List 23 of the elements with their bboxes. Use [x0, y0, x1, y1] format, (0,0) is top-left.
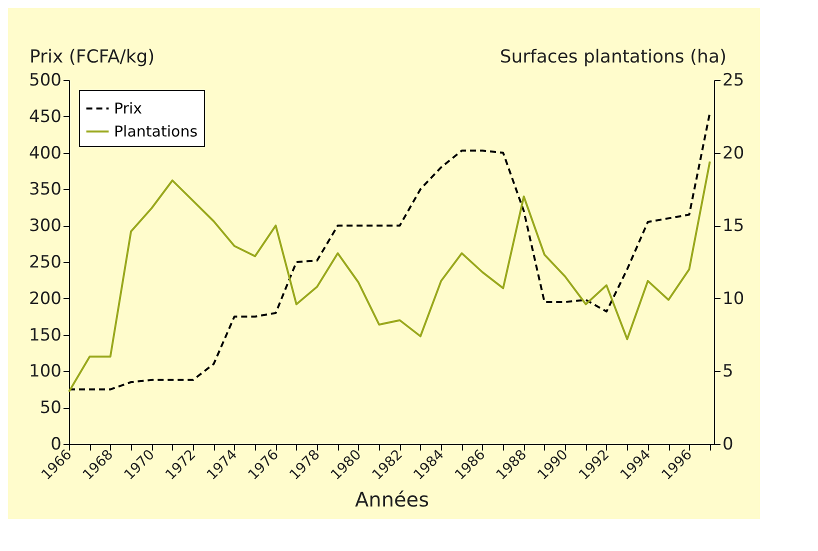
y2-axis-title: Surfaces plantations (ha): [500, 46, 726, 68]
y2-tick-label: 10: [722, 288, 744, 309]
y2-tick-label: 25: [722, 70, 744, 90]
y-tick-label: 50: [40, 398, 62, 418]
y-tick-label: 450: [29, 106, 62, 127]
y-tick-label: 200: [29, 288, 62, 309]
y-tick-label: 0: [50, 434, 62, 454]
y-tick-label: 300: [29, 216, 62, 236]
y-tick-label: 150: [29, 325, 62, 346]
y2-tick-label: 0: [722, 434, 734, 454]
y-tick-label: 400: [29, 143, 62, 164]
y-tick-label: 500: [29, 70, 62, 90]
line-series: [68, 160, 711, 393]
x-axis-title: Années: [354, 488, 430, 512]
y-tick-label: 350: [29, 180, 62, 200]
y-axis-title: Prix (FCFA/kg): [30, 46, 155, 68]
legend-label: Prix: [114, 100, 142, 118]
y-tick-label: 100: [29, 362, 62, 382]
y2-tick-label: 20: [722, 143, 744, 164]
y2-tick-label: 5: [722, 362, 734, 382]
y2-tick-label: 15: [722, 216, 744, 236]
legend-label: Plantations: [114, 122, 198, 140]
y-tick-label: 250: [29, 252, 62, 272]
